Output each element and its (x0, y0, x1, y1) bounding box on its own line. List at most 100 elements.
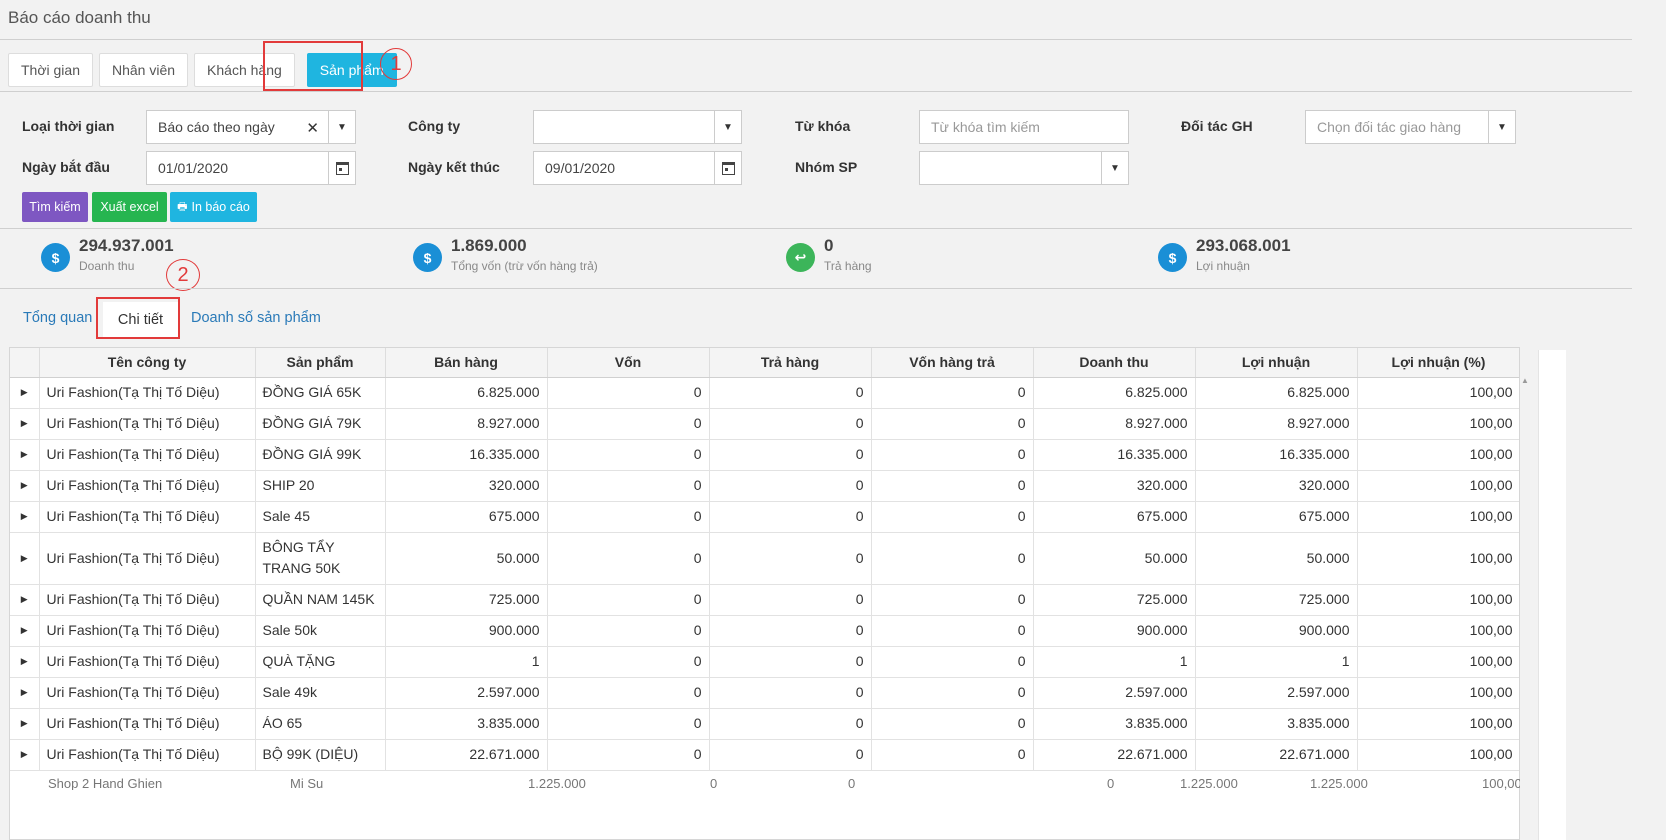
stat-value: 293.068.001 (1196, 236, 1291, 255)
expand-row-icon[interactable]: ▶ (10, 677, 40, 709)
table-row[interactable]: ▶ Uri Fashion(Tạ Thị Tố Diệu) BÔNG TẨY TRA… (10, 532, 1519, 585)
column-header[interactable]: Tên công ty (39, 348, 256, 378)
tab-khach-hang[interactable]: Khách hàng (194, 53, 295, 87)
cell-sales: 6.825.000 (385, 377, 548, 409)
tab-nhan-vien[interactable]: Nhân viên (99, 53, 189, 87)
cell-return-cost: 0 (871, 615, 1034, 647)
tab-chi-tiet[interactable]: Chi tiết (103, 302, 178, 338)
expand-row-icon[interactable]: ▶ (10, 646, 40, 678)
clear-icon[interactable]: ✕ (306, 120, 319, 137)
keyword-label: Từ khóa (795, 118, 851, 134)
cell-revenue: 1 (1033, 646, 1196, 678)
cell-profit-pct: 100,00 (1357, 708, 1519, 740)
calendar-icon[interactable] (714, 152, 741, 184)
table-row[interactable]: ▶ Uri Fashion(Tạ Thị Tố Diệu) ĐỒNG GIÁ 65K… (10, 377, 1519, 409)
table-row[interactable]: ▶ Uri Fashion(Tạ Thị Tố Diệu) BỘ 99K (DIỆU… (10, 739, 1519, 771)
table-row[interactable]: ▶ Uri Fashion(Tạ Thị Tố Diệu) QUÀ TẶNG 1 0 0 0… (10, 646, 1519, 678)
cell-return-cost: 0 (871, 501, 1034, 533)
column-header[interactable]: Trả hàng (709, 348, 872, 378)
column-header[interactable]: Vốn hàng trả (871, 348, 1034, 378)
product-group-select[interactable]: ▼ (919, 151, 1129, 185)
cell-cost: 0 (547, 739, 710, 771)
partner-label: Đối tác GH (1181, 118, 1253, 134)
cell-profit-pct: 100,00 (1357, 739, 1519, 771)
cell-product: ĐỒNG GIÁ 99K (255, 439, 386, 471)
cell-product: Sale 49k (255, 677, 386, 709)
expand-row-icon[interactable]: ▶ (10, 408, 40, 440)
partner-select[interactable]: Chọn đối tác giao hàng ▼ (1305, 110, 1516, 144)
stat-label: Doanh thu (79, 259, 135, 273)
cell-profit: 50.000 (1195, 532, 1358, 585)
cell-product: SHIP 20 (255, 470, 386, 502)
end-date-input[interactable]: 09/01/2020 (533, 151, 742, 185)
print-icon: 🖶 (177, 200, 188, 213)
company-label: Công ty (408, 118, 461, 134)
cell-cost: 0 (547, 408, 710, 440)
column-header[interactable]: Sản phẩm (255, 348, 386, 378)
table-row[interactable]: ▶ Uri Fashion(Tạ Thị Tố Diệu) ĐỒNG GIÁ 79K… (10, 408, 1519, 440)
cell-returns: 0 (709, 532, 872, 585)
scroll-up-icon[interactable]: ▲ (1521, 376, 1529, 385)
calendar-icon[interactable] (328, 152, 355, 184)
cell-return-cost: 0 (871, 584, 1034, 616)
table-row[interactable]: ▶ Uri Fashion(Tạ Thị Tố Diệu) QUẦN NAM 145… (10, 584, 1519, 616)
cell-profit-pct: 100,00 (1357, 615, 1519, 647)
cell-cost: 0 (547, 646, 710, 678)
cell-profit-pct: 100,00 (1357, 646, 1519, 678)
expand-row-icon[interactable]: ▶ (10, 470, 40, 502)
start-date-input[interactable]: 01/01/2020 (146, 151, 356, 185)
cell-profit-pct: 100,00 (1357, 377, 1519, 409)
cell-company: Uri Fashion(Tạ Thị Tố Diệu) (39, 470, 256, 502)
column-header[interactable]: Doanh thu (1033, 348, 1196, 378)
table-row[interactable]: ▶ Uri Fashion(Tạ Thị Tố Diệu) ĐỒNG GIÁ 99K… (10, 439, 1519, 471)
print-report-label: In báo cáo (191, 200, 250, 214)
company-select[interactable]: ▼ (533, 110, 742, 144)
expand-row-icon[interactable]: ▶ (10, 739, 40, 771)
cell-sales: 320.000 (385, 470, 548, 502)
cell-product: Sale 50k (255, 615, 386, 647)
expand-row-icon[interactable]: ▶ (10, 532, 40, 585)
time-type-value: Báo cáo theo ngày (158, 119, 275, 135)
stat-value: 294.937.001 (79, 236, 174, 255)
table-row[interactable]: ▶ Uri Fashion(Tạ Thị Tố Diệu) ÁO 65 3.835.0… (10, 708, 1519, 740)
expand-row-icon[interactable]: ▶ (10, 439, 40, 471)
table-row[interactable]: ▶ Uri Fashion(Tạ Thị Tố Diệu) SHIP 20 320.0… (10, 470, 1519, 502)
expand-row-icon[interactable]: ▶ (10, 708, 40, 740)
column-header[interactable]: Lợi nhuận (%) (1357, 348, 1519, 378)
expand-row-icon[interactable]: ▶ (10, 615, 40, 647)
column-header[interactable]: Vốn (547, 348, 710, 378)
cell-return-cost: 0 (871, 708, 1034, 740)
end-date-value: 09/01/2020 (545, 160, 616, 176)
chevron-down-icon[interactable]: ▼ (1488, 111, 1515, 143)
print-report-button[interactable]: 🖶 In báo cáo (170, 192, 257, 222)
cell-profit: 8.927.000 (1195, 408, 1358, 440)
keyword-input[interactable]: Từ khóa tìm kiếm (919, 110, 1129, 144)
cell-cost: 0 (547, 708, 710, 740)
dollar-icon: $ (41, 243, 70, 272)
column-header[interactable]: Lợi nhuận (1195, 348, 1358, 378)
return-icon: ↩ (786, 243, 815, 272)
table-row[interactable]: ▶ Uri Fashion(Tạ Thị Tố Diệu) Sale 49k 2.59… (10, 677, 1519, 709)
table-row[interactable]: ▶ Uri Fashion(Tạ Thị Tố Diệu) Sale 45 675.0… (10, 501, 1519, 533)
column-header[interactable]: Bán hàng (385, 348, 548, 378)
cell-return-cost: 0 (871, 470, 1034, 502)
cell-revenue: 8.927.000 (1033, 408, 1196, 440)
tab-tong-quan[interactable]: Tổng quan (23, 310, 93, 326)
chevron-down-icon[interactable]: ▼ (328, 111, 355, 143)
cell-return-cost: 0 (871, 408, 1034, 440)
expand-row-icon[interactable]: ▶ (10, 377, 40, 409)
cell-profit-pct: 100,00 (1357, 532, 1519, 585)
export-excel-button[interactable]: Xuất excel (92, 192, 167, 222)
search-button[interactable]: Tìm kiếm (22, 192, 88, 222)
tab-doanh-so-san-pham[interactable]: Doanh số sản phẩm (191, 310, 321, 326)
tab-thoi-gian[interactable]: Thời gian (8, 53, 93, 87)
table-row[interactable]: ▶ Uri Fashion(Tạ Thị Tố Diệu) Sale 50k 900.… (10, 615, 1519, 647)
chevron-down-icon[interactable]: ▼ (1101, 152, 1128, 184)
cell-profit-pct: 100,00 (1357, 677, 1519, 709)
expand-row-icon[interactable]: ▶ (10, 501, 40, 533)
cell-sales: 1.225.000 (528, 776, 586, 790)
chevron-down-icon[interactable]: ▼ (714, 111, 741, 143)
cell-returns: 0 (709, 408, 872, 440)
time-type-select[interactable]: Báo cáo theo ngày ✕ ▼ (146, 110, 356, 144)
expand-row-icon[interactable]: ▶ (10, 584, 40, 616)
